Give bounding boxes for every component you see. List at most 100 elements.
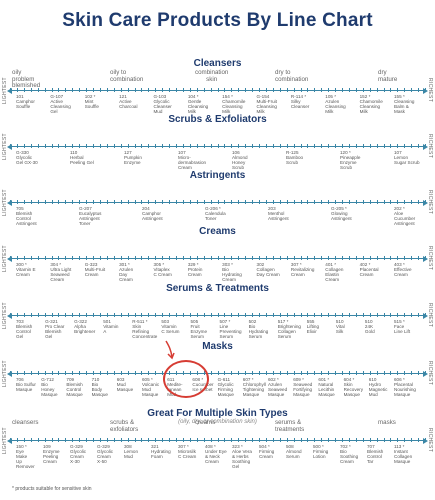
scale-ticks [10,88,426,93]
product-label: 202 * Aloe Cucumber Astringent [394,206,416,226]
product-label: G-611 Glycolic Firming Masque [217,377,234,397]
product-label: 706 Bio Sulfur Masque [16,377,36,392]
zone-label: dry to combination [275,69,309,83]
product-label: G-712 Bio Honey Masque [41,377,58,397]
scale-ticks [10,200,426,205]
arrow-left-icon [7,255,12,262]
product-label: 501 Vitamin A [103,319,119,334]
page-title: Skin Care Products By Line Chart [62,10,373,31]
product-label: 507 * Line Preventing Serum [219,319,242,339]
product-label: 502 Bio Hydrating Serum [248,319,269,339]
product-label: 121 Active Charcoal [119,94,138,109]
product-label: 101 Camphor Souffle [16,94,35,109]
section-title: Scrubs & Exfoliators [168,114,267,125]
product-label: 707 Blemish Control Tar [367,444,384,464]
product-label: 703 Blemish Control Gel [16,319,33,339]
zone-label: serums & treatments [275,419,305,433]
product-label: 323 * Aloe Vera & Herbs Soothing Gel [232,444,252,469]
product-label: 109 Enzyme Peeling Cream [43,444,60,464]
product-label: 113 * Instant Collagen Masque [394,444,413,464]
product-label: 155 * Cleansing Balm & Mask [394,94,415,114]
product-label: 301 * Azulen Day Cream [119,262,134,282]
product-label: 300 * Vitamin E Cream [16,262,36,277]
product-label: 610 Hydro Magnetic Mud [368,377,388,397]
product-label: 504 * Firming Cream [259,444,275,459]
product-label: G-206 * Calendula Toner [205,206,226,221]
product-label: 710 Bio Body Masque [91,377,108,397]
scale-ticks [10,438,426,443]
arrow-left-icon [7,437,12,444]
highlight-circle [163,360,209,398]
product-label: 110 Herbal Peeling Gel [70,150,94,165]
section-title: Great For Multiple Skin Types [147,408,288,419]
product-label: 500 * Firming Lotion [313,444,329,459]
product-label: G-207 Eucalyptus Astringent Toner [79,206,102,226]
product-label: G-321 Pro Clear Blemish Gel [45,319,65,339]
product-label: 204 Camphor Astringent [142,206,163,221]
product-label: 401 * Collagen Elastin Cream [325,262,344,282]
zone-label: scrubs & exfoliators [110,419,139,433]
product-label: 304 * Ultra Light Seaweed Cream [50,262,72,282]
product-label: 515 * Face Line Lift [394,319,411,334]
product-label: 505 Fruit Enzyme Serum [190,319,208,339]
product-label: 321 Hydrating Foam [151,444,171,459]
product-label: 601 * Natural Lecithin Masque [318,377,335,397]
product-label: 303 * Bio Hydrating Cream [222,262,242,282]
product-label: 104 * Gentle Cleansing Milk [187,94,209,114]
product-label: 510 24K Gold [364,319,375,334]
zone-label: creams [195,419,216,426]
product-label: 152 * Chamomile Cleansing Milk [359,94,383,114]
product-label: G-329 Glycolic Cream X-50 [97,444,114,464]
product-label: 403 * Effective Cream [394,262,412,277]
scale-ticks [10,256,426,261]
section-title: Cleansers [193,58,242,69]
zone-label: dry mature [378,69,398,83]
product-label: 555 Lifting Elixir [306,319,320,334]
arrow-left-icon [7,87,12,94]
arrow-left-icon [7,370,12,377]
product-label: R-511 * Skin Refining Concentrate [132,319,158,339]
product-label: 606 * Placental Nourishing Masque [394,377,416,397]
product-label: 402 * Placental Cream [359,262,379,277]
product-label: 408 * Under Eye & Neck Cream [205,444,227,464]
zone-label: cleansers [12,419,39,426]
section-title: Astringents [189,170,246,181]
product-label: 106 Almond Honey Scrub [232,150,248,170]
product-label: G-322 Alpha Brightener [74,319,96,334]
product-label: 705 Blemish Control Astringent [16,206,37,226]
product-label: R-114 * Silky Cleanser [290,94,310,109]
zone-label: masks [378,419,396,426]
section-subtitle: (oily, dry, or combination skin) [178,419,257,425]
arrow-pointer-icon [165,340,175,360]
product-label: 307 * Microsilk C Cream [178,444,197,459]
product-label: G-323 Multi-Fruit Cream [84,262,106,277]
product-label: G-330 Glycolic Gel GX-30 [16,150,38,165]
product-label: 203 Menthol Astringent [268,206,289,221]
section-title: Creams [199,226,236,237]
product-label: G-154 Multi-Fruit Cleansing Milk [256,94,277,114]
product-label: 709 Blemish Control Masque [66,377,83,397]
zone-label: oily problem blemished [12,69,41,89]
section-title: Masks [202,341,233,352]
product-label: 150 * Eye Make Up Remover [16,444,35,469]
product-label: 107 Micro-dermabrasion Cream [178,150,207,170]
scale-ticks [10,371,426,376]
product-label: 120 * Pineapple Enzyme Scrub [340,150,361,170]
product-label: 605 * Volcanic Mud Masque [142,377,160,397]
product-label: R-125 Bamboo Scrub [286,150,304,165]
product-label: 107 Lemon Sugar Scrub [394,150,420,165]
section-title: Serums & Treatments [166,283,269,294]
product-label: 503 Vitamin C Serum [161,319,180,334]
arrow-left-icon [7,312,12,319]
product-label: 307 * Revitalizing Cream [290,262,315,277]
zone-label: combination skin [195,69,229,83]
product-label: 609 * Seaweed Fortifying Masque [293,377,313,397]
scale-ticks [10,313,426,318]
product-label: 302 Collagen Day Cream [256,262,280,277]
product-label: 517 * Brightening Collagen Serum [277,319,301,339]
product-label: 602 * Azulen Seaweed Masque [268,377,288,397]
product-label: 105 * Azulen Cleansing Milk [325,94,346,114]
arrow-left-icon [7,143,12,150]
arrow-left-icon [7,199,12,206]
product-label: 607 * Chlorophyll Tightening Masque [242,377,266,397]
